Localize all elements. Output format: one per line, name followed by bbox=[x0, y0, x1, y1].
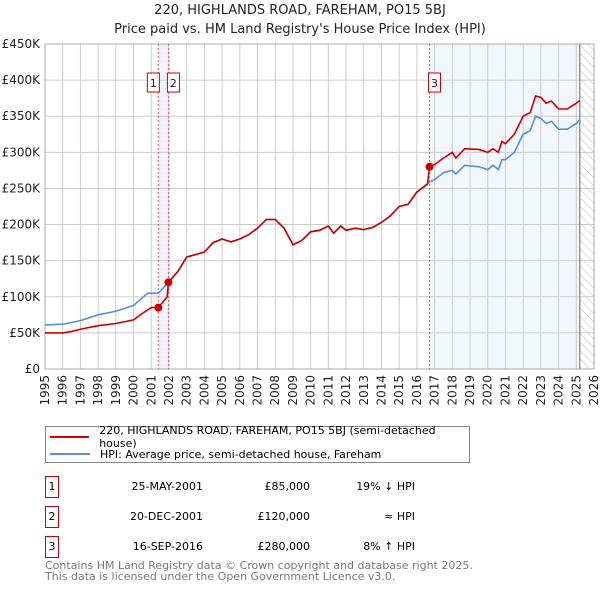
x-tick-label: 2010 bbox=[304, 375, 318, 406]
transaction-hpi: 19% ↓ HPI bbox=[356, 480, 415, 493]
footer: Contains HM Land Registry data © Crown c… bbox=[45, 560, 473, 582]
y-tick-label: £250K bbox=[2, 181, 42, 195]
marker-badge: 1 bbox=[45, 476, 59, 498]
x-tick-label: 2023 bbox=[534, 375, 548, 406]
x-tick-label: 2018 bbox=[445, 375, 459, 406]
x-tick-label: 2020 bbox=[481, 375, 495, 406]
sale-marker-box bbox=[146, 72, 160, 93]
x-tick-label: 2025 bbox=[569, 375, 583, 406]
x-tick-label: 2007 bbox=[251, 375, 265, 406]
transaction-row: 2 20-DEC-2001 £120,000 ≈ HPI bbox=[45, 506, 415, 528]
sale-marker-box bbox=[427, 72, 441, 93]
legend: 220, HIGHLANDS ROAD, FAREHAM, PO15 5BJ (… bbox=[45, 424, 470, 463]
legend-label: 220, HIGHLANDS ROAD, FAREHAM, PO15 5BJ (… bbox=[99, 424, 436, 450]
x-tick-label: 2017 bbox=[428, 375, 442, 406]
x-tick-label: 2022 bbox=[516, 375, 530, 406]
sale-marker-label: 2 bbox=[170, 77, 177, 90]
transaction-row: 1 25-MAY-2001 £85,000 19% ↓ HPI bbox=[45, 476, 415, 498]
sale-point bbox=[154, 303, 163, 312]
legend-swatch bbox=[50, 453, 90, 455]
legend-item-property: 220, HIGHLANDS ROAD, FAREHAM, PO15 5BJ (… bbox=[50, 424, 469, 450]
x-tick-label: 2012 bbox=[339, 375, 353, 406]
x-tick-label: 2003 bbox=[180, 375, 194, 406]
x-tick-label: 2001 bbox=[144, 375, 158, 406]
chart-subtitle: Price paid vs. HM Land Registry's House … bbox=[114, 22, 486, 37]
y-tick-label: £0 bbox=[25, 362, 40, 376]
sale-point bbox=[164, 278, 173, 287]
y-tick-label: £200K bbox=[2, 218, 42, 232]
x-tick-label: 2019 bbox=[463, 375, 477, 406]
sale-marker-box bbox=[166, 72, 180, 93]
y-tick-label: £400K bbox=[2, 73, 42, 87]
y-tick-label: £350K bbox=[2, 109, 42, 123]
sale-point bbox=[425, 162, 434, 171]
transaction-hpi: ≈ HPI bbox=[384, 510, 415, 523]
transaction-row: 3 16-SEP-2016 £280,000 8% ↑ HPI bbox=[45, 536, 415, 558]
y-tick-label: £150K bbox=[2, 254, 42, 268]
transaction-price: £120,000 bbox=[257, 510, 311, 523]
sale-marker-label: 3 bbox=[431, 77, 438, 90]
x-tick-label: 2009 bbox=[286, 375, 300, 406]
x-tick-label: 2015 bbox=[392, 375, 406, 406]
legend-item-hpi: HPI: Average price, semi-detached house,… bbox=[50, 446, 381, 462]
x-tick-label: 2026 bbox=[587, 375, 600, 406]
forecast-hatch bbox=[579, 44, 594, 369]
x-tick-label: 2016 bbox=[410, 375, 424, 406]
x-tick-label: 1995 bbox=[38, 375, 52, 406]
shaded-period bbox=[429, 44, 580, 369]
price-paid-line bbox=[45, 95, 581, 334]
x-tick-label: 2002 bbox=[162, 375, 176, 406]
x-tick-label: 1996 bbox=[56, 375, 70, 406]
transaction-price: £280,000 bbox=[257, 540, 311, 553]
x-tick-label: 2000 bbox=[127, 375, 141, 406]
legend-label: HPI: Average price, semi-detached house,… bbox=[100, 447, 382, 461]
x-tick-label: 1997 bbox=[73, 375, 87, 406]
transaction-price: £85,000 bbox=[264, 480, 311, 493]
marker-badge: 2 bbox=[45, 506, 59, 528]
marker-badge: 3 bbox=[45, 536, 59, 558]
x-tick-label: 2021 bbox=[498, 375, 512, 406]
shaded-period bbox=[158, 44, 169, 369]
x-tick-label: 2004 bbox=[197, 375, 211, 406]
sale-marker-label: 1 bbox=[150, 77, 157, 90]
y-tick-label: £100K bbox=[2, 290, 42, 304]
x-tick-label: 2024 bbox=[552, 375, 566, 406]
legend-swatch bbox=[50, 436, 90, 438]
y-tick-label: £300K bbox=[2, 145, 42, 159]
x-tick-label: 2011 bbox=[321, 375, 335, 406]
line-chart: £0 £50K £100K £150K £200K £250K £300K £350K £400… bbox=[2, 37, 600, 406]
x-tick-label: 2008 bbox=[268, 375, 282, 406]
transaction-hpi: 8% ↑ HPI bbox=[363, 540, 415, 553]
x-tick-label: 2005 bbox=[215, 375, 229, 406]
footer-line: Contains HM Land Registry data © Crown c… bbox=[45, 559, 473, 572]
y-tick-label: £50K bbox=[9, 326, 41, 340]
x-tick-label: 1999 bbox=[109, 375, 123, 406]
chart-title: 220, HIGHLANDS ROAD, FAREHAM, PO15 5BJ bbox=[154, 3, 446, 18]
transaction-date: 25-MAY-2001 bbox=[131, 480, 203, 493]
x-tick-label: 2006 bbox=[233, 375, 247, 406]
x-tick-label: 2013 bbox=[357, 375, 371, 406]
footer-line: This data is licensed under the Open Gov… bbox=[45, 570, 396, 583]
x-tick-label: 2014 bbox=[374, 375, 388, 406]
plot-border bbox=[44, 43, 595, 370]
x-tick-label: 1998 bbox=[91, 375, 105, 406]
transaction-date: 16-SEP-2016 bbox=[132, 540, 203, 553]
transaction-date: 20-DEC-2001 bbox=[129, 510, 203, 523]
y-tick-label: £450K bbox=[2, 37, 42, 51]
